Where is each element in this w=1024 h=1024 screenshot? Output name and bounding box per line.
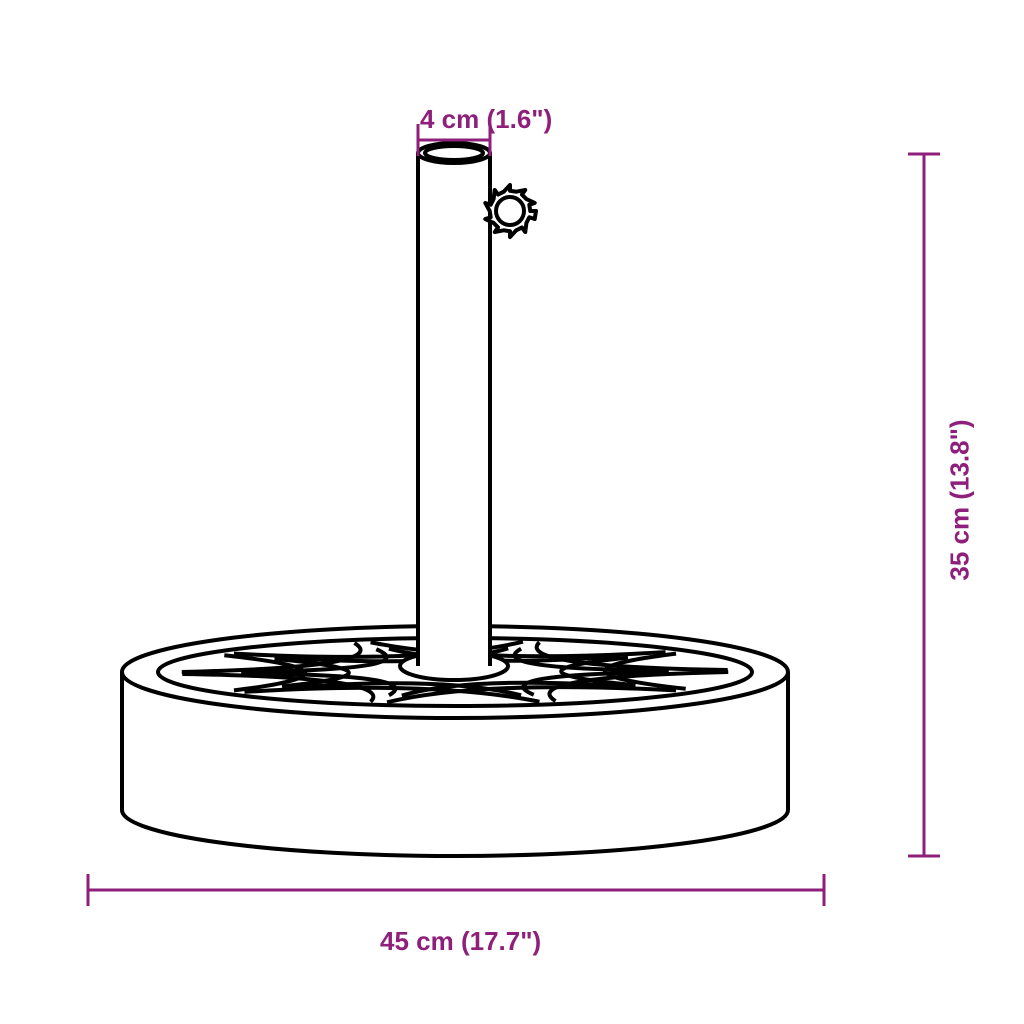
- diagram-stage: 4 cm (1.6") 45 cm (17.7") 35 cm (13.8"): [0, 0, 1024, 1024]
- dim-bottom-label: 45 cm (17.7"): [380, 926, 541, 957]
- diagram-svg: [0, 0, 1024, 1024]
- dim-right-label: 35 cm (13.8"): [945, 419, 976, 580]
- dim-top-label: 4 cm (1.6"): [420, 104, 552, 135]
